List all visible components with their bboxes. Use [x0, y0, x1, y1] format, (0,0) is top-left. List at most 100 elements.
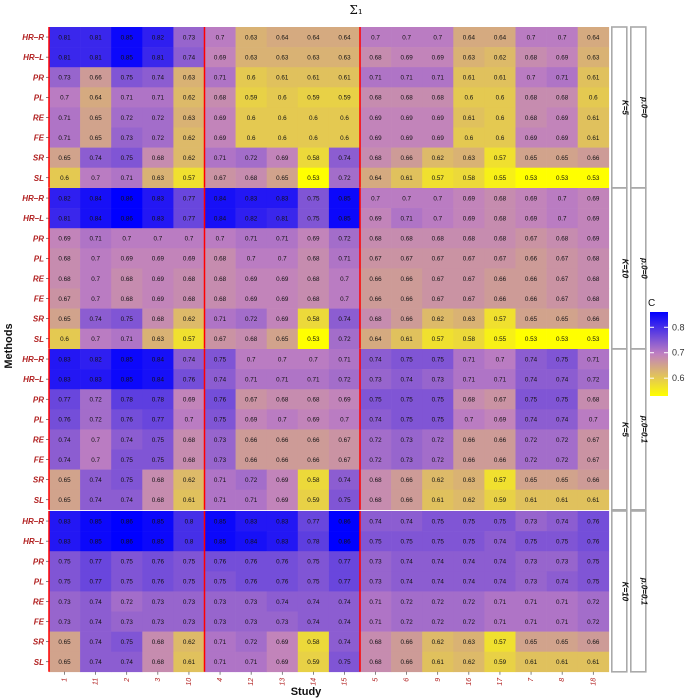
cell-value-label: 0.61: [587, 497, 600, 504]
cell-value-label: 0.72: [338, 376, 351, 383]
cell-value-label: 0.85: [121, 356, 134, 363]
cell-value-label: 0.76: [587, 538, 600, 545]
cell-value-label: 0.7: [340, 276, 349, 283]
cell-value-label: 0.8: [185, 518, 194, 525]
heatmap-cell: [484, 511, 516, 532]
cell-value-label: 0.73: [214, 599, 227, 606]
cell-value-label: 0.68: [152, 155, 165, 162]
heatmap-cell: [484, 67, 516, 88]
heatmap-cell: [453, 429, 485, 450]
cell-value-label: 0.71: [494, 619, 507, 626]
cell-value-label: 0.6: [340, 115, 349, 122]
cell-value-label: 0.74: [121, 497, 134, 504]
cell-value-label: 0.74: [369, 518, 382, 525]
column-label: 14: [310, 678, 317, 686]
cell-value-label: 0.7: [91, 457, 100, 464]
cell-value-label: 0.75: [121, 316, 134, 323]
heatmap-cell: [453, 228, 485, 249]
cell-value-label: 0.7: [340, 417, 349, 424]
heatmap-cell: [484, 288, 516, 309]
cell-value-label: 0.69: [58, 236, 71, 243]
cell-value-label: 0.66: [369, 296, 382, 303]
heatmap-cell: [515, 268, 547, 289]
heatmap-cell: [577, 127, 610, 148]
heatmap-cell: [453, 288, 485, 309]
cell-value-label: 0.69: [214, 135, 227, 142]
cell-value-label: 0.71: [369, 599, 382, 606]
cell-value-label: 0.58: [307, 316, 320, 323]
cell-value-label: 0.69: [494, 417, 507, 424]
cell-value-label: 0.75: [432, 397, 445, 404]
heatmap-cell: [484, 87, 516, 108]
heatmap-cell: [360, 147, 392, 168]
cell-value-label: 0.82: [152, 34, 165, 41]
heatmap-cell: [391, 349, 423, 370]
heatmap-cell: [328, 107, 361, 128]
row-label: HR–R: [22, 33, 44, 42]
cell-value-label: 0.69: [338, 397, 351, 404]
cell-value-label: 0.68: [525, 115, 538, 122]
cell-value-label: 0.66: [525, 276, 538, 283]
cell-value-label: 0.68: [152, 497, 165, 504]
cell-value-label: 0.68: [369, 659, 382, 666]
row-label: SL: [34, 174, 44, 183]
cell-value-label: 0.6: [309, 135, 318, 142]
cell-value-label: 0.66: [494, 296, 507, 303]
heatmap-cell: [204, 107, 236, 128]
cell-value-label: 0.67: [245, 397, 258, 404]
cell-value-label: 0.71: [463, 376, 476, 383]
cell-value-label: 0.86: [338, 518, 351, 525]
strip-p-box: [629, 510, 647, 673]
column-label: 17: [497, 677, 504, 686]
heatmap-cell: [235, 268, 267, 289]
heatmap-cell: [49, 147, 81, 168]
cell-value-label: 0.67: [369, 256, 382, 263]
row-label: SR: [33, 476, 44, 485]
heatmap-cell: [204, 631, 236, 652]
heatmap-cell: [111, 531, 143, 552]
heatmap-cell: [235, 651, 267, 673]
heatmap-cell: [360, 27, 392, 48]
cell-value-label: 0.71: [214, 75, 227, 82]
cell-value-label: 0.73: [214, 457, 227, 464]
heatmap-cell: [49, 308, 81, 329]
heatmap-cell: [391, 208, 423, 229]
heatmap-cell: [266, 127, 299, 148]
cell-value-label: 0.63: [276, 54, 289, 61]
heatmap-cell: [453, 248, 485, 269]
heatmap-cell: [297, 531, 330, 552]
cell-value-label: 0.62: [183, 316, 196, 323]
cell-value-label: 0.57: [183, 336, 196, 343]
cell-value-label: 0.69: [369, 115, 382, 122]
heatmap-cell: [142, 167, 174, 189]
cell-value-label: 0.6: [496, 135, 505, 142]
heatmap-cell: [577, 208, 610, 229]
cell-value-label: 0.84: [152, 356, 165, 363]
heatmap-cell: [484, 107, 516, 128]
heatmap-cell: [546, 591, 578, 612]
cell-value-label: 0.69: [587, 236, 600, 243]
heatmap-cell: [111, 27, 143, 48]
cell-value-label: 0.67: [525, 236, 538, 243]
cell-value-label: 0.61: [401, 175, 414, 182]
cell-value-label: 0.68: [183, 437, 196, 444]
heatmap-cell: [204, 429, 236, 450]
heatmap-cell: [328, 511, 361, 532]
heatmap-cell: [422, 288, 454, 309]
heatmap-cell: [453, 551, 485, 572]
cell-value-label: 0.74: [525, 376, 538, 383]
cell-value-label: 0.71: [401, 75, 414, 82]
cell-value-label: 0.78: [307, 538, 320, 545]
cell-value-label: 0.75: [401, 538, 414, 545]
heatmap-cell: [484, 611, 516, 632]
cell-value-label: 0.7: [91, 276, 100, 283]
heatmap-cell: [328, 571, 361, 592]
heatmap-cell: [422, 47, 454, 68]
cell-value-label: 0.75: [587, 559, 600, 566]
cell-value-label: 0.74: [432, 559, 445, 566]
cell-value-label: 0.85: [338, 215, 351, 222]
cell-value-label: 0.75: [369, 538, 382, 545]
heatmap-cell: [49, 631, 81, 652]
cell-value-label: 0.77: [338, 579, 351, 586]
cell-value-label: 0.61: [587, 135, 600, 142]
